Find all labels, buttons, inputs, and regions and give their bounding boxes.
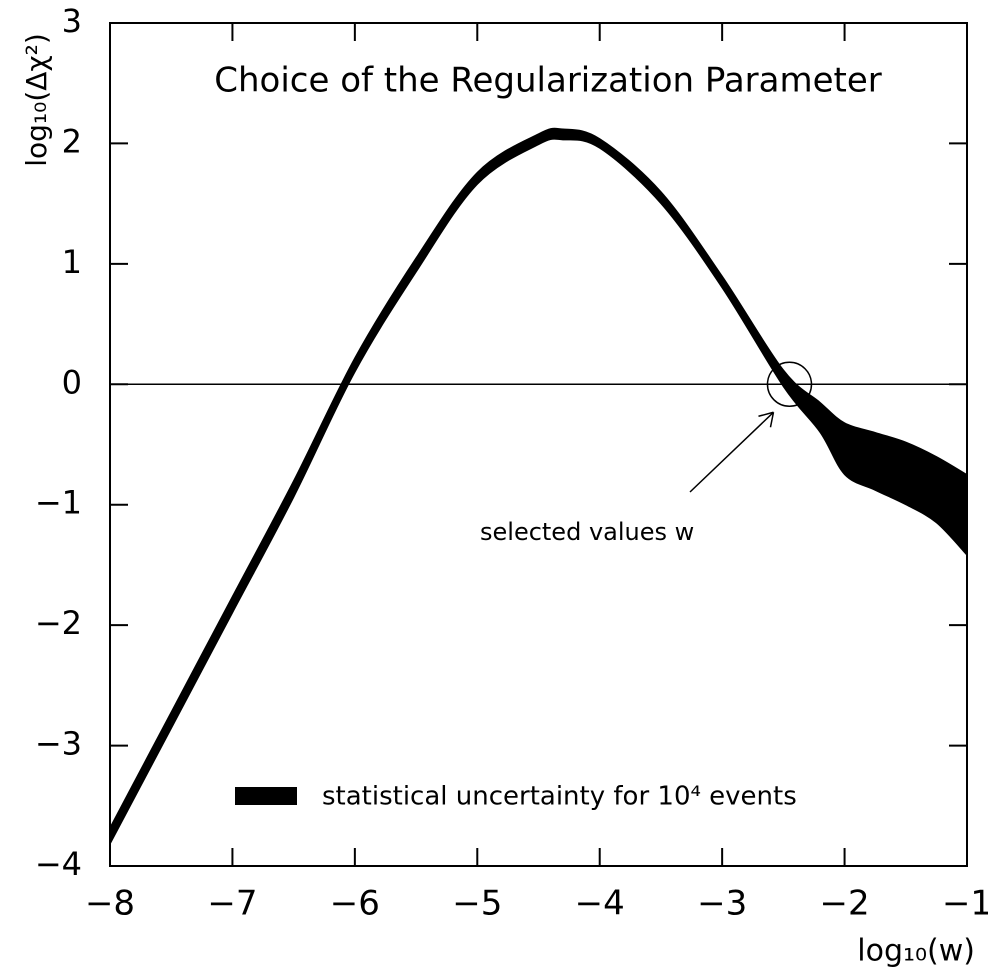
y-tick-label: 2 <box>62 122 82 160</box>
legend-label: statistical uncertainty for 10⁴ events <box>322 782 797 812</box>
y-tick-label: −2 <box>35 604 82 642</box>
annotation-text: selected values w <box>480 518 694 546</box>
y-tick-label: 0 <box>62 363 82 401</box>
x-tick-label: −1 <box>942 884 988 924</box>
y-tick-label: −4 <box>35 845 82 883</box>
x-tick-label: −5 <box>452 884 502 924</box>
x-axis-label: log₁₀(w) <box>857 934 975 969</box>
y-tick-label: −1 <box>35 484 82 522</box>
selection-circle <box>766 361 813 408</box>
arrow-head <box>758 411 775 428</box>
chart-title: Choice of the Regularization Parameter <box>214 61 882 101</box>
y-tick-label: 3 <box>62 2 82 40</box>
y-tick-label: −3 <box>35 725 82 763</box>
x-tick-label: −7 <box>207 884 257 924</box>
y-tick-label: 1 <box>62 243 82 281</box>
x-tick-label: −4 <box>575 884 625 924</box>
x-tick-label: −6 <box>330 884 380 924</box>
legend-swatch <box>235 787 297 805</box>
y-axis-label: log₁₀(Δχ²) <box>20 33 53 167</box>
plot-frame <box>109 22 968 867</box>
x-tick-label: −8 <box>85 884 135 924</box>
annotation-arrow <box>689 411 774 493</box>
uncertainty-band <box>109 127 968 845</box>
x-tick-label: −3 <box>697 884 747 924</box>
x-tick-label: −2 <box>820 884 870 924</box>
